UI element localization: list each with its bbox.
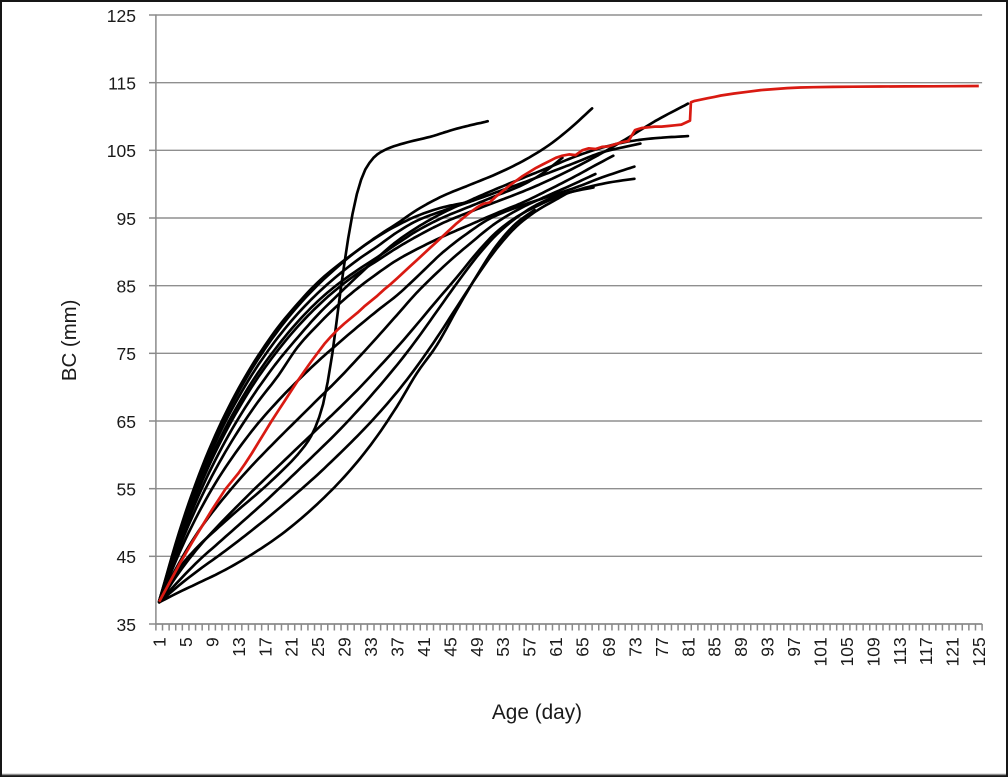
svg-text:77: 77 [652, 637, 672, 656]
svg-text:45: 45 [117, 547, 136, 567]
svg-text:53: 53 [493, 637, 513, 656]
svg-text:115: 115 [108, 74, 136, 94]
svg-text:45: 45 [440, 637, 460, 656]
svg-text:101: 101 [811, 637, 831, 666]
svg-text:17: 17 [255, 637, 275, 656]
svg-text:25: 25 [308, 637, 328, 656]
svg-text:21: 21 [282, 637, 302, 656]
svg-text:117: 117 [916, 637, 936, 665]
svg-text:61: 61 [546, 637, 566, 656]
svg-text:105: 105 [837, 637, 857, 666]
svg-text:5: 5 [176, 637, 196, 647]
svg-text:Age (day): Age (day) [492, 701, 582, 724]
svg-text:109: 109 [863, 637, 883, 666]
svg-text:73: 73 [625, 637, 645, 656]
svg-text:125: 125 [107, 6, 136, 26]
svg-text:85: 85 [117, 277, 136, 297]
svg-text:69: 69 [599, 637, 619, 656]
svg-text:33: 33 [361, 637, 381, 656]
svg-text:97: 97 [784, 637, 804, 656]
svg-text:85: 85 [705, 637, 725, 656]
svg-text:55: 55 [117, 480, 136, 500]
svg-text:125: 125 [969, 637, 989, 666]
svg-text:57: 57 [520, 637, 540, 656]
svg-text:1: 1 [150, 637, 170, 647]
svg-text:65: 65 [117, 412, 136, 432]
svg-text:37: 37 [388, 637, 408, 656]
svg-text:81: 81 [678, 637, 698, 656]
svg-text:13: 13 [229, 637, 249, 656]
svg-text:95: 95 [117, 209, 136, 229]
svg-text:49: 49 [467, 637, 487, 656]
svg-text:9: 9 [202, 637, 222, 647]
svg-text:105: 105 [107, 141, 136, 161]
svg-text:89: 89 [731, 637, 751, 656]
svg-text:65: 65 [573, 637, 593, 656]
svg-text:29: 29 [335, 637, 355, 656]
svg-text:41: 41 [414, 637, 434, 656]
svg-text:BC (mm): BC (mm) [59, 300, 81, 382]
svg-text:121: 121 [943, 637, 963, 666]
svg-text:113: 113 [890, 637, 910, 665]
svg-text:75: 75 [117, 344, 136, 364]
svg-text:93: 93 [758, 637, 778, 656]
svg-text:35: 35 [117, 615, 136, 635]
